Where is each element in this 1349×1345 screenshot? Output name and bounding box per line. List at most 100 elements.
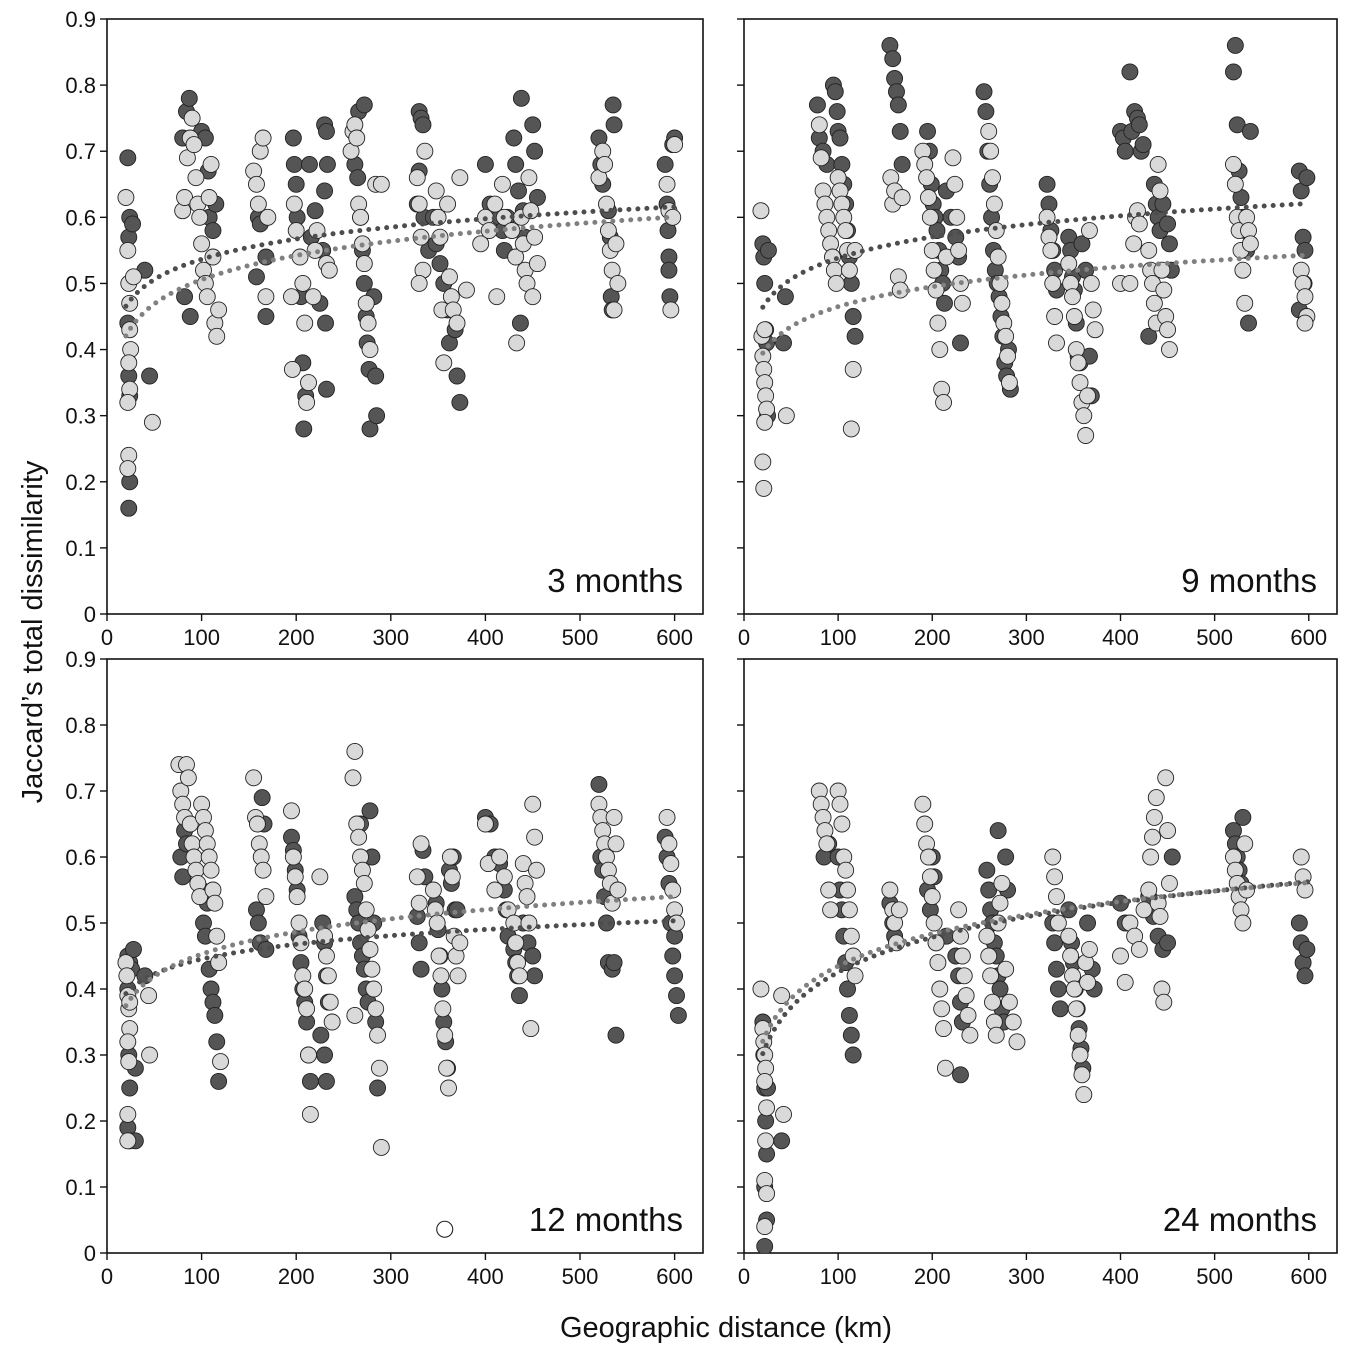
data-point-light xyxy=(283,288,300,306)
x-tick-label: 200 xyxy=(278,625,315,650)
data-point-light xyxy=(372,175,390,193)
data-point-light xyxy=(286,868,304,886)
data-point-light xyxy=(369,1026,387,1044)
data-point-light xyxy=(359,314,377,332)
data-point-light xyxy=(285,195,303,213)
data-point-light xyxy=(361,940,379,958)
data-point-light xyxy=(430,947,448,965)
data-point-light xyxy=(212,1053,229,1071)
data-point-light xyxy=(308,222,326,240)
data-point-light xyxy=(918,169,936,187)
data-point-light xyxy=(355,255,373,273)
data-point-light xyxy=(350,828,368,846)
data-point-light xyxy=(365,980,383,998)
data-point-light xyxy=(1080,222,1098,240)
data-point-dark xyxy=(1046,934,1064,952)
data-point-light xyxy=(254,861,272,879)
data-point-light xyxy=(1151,182,1169,200)
data-point-light xyxy=(1161,874,1178,892)
data-point-dark xyxy=(1073,235,1091,253)
data-point-light xyxy=(658,808,676,826)
data-point-dark xyxy=(257,248,275,266)
data-point-light xyxy=(183,109,201,127)
data-point-light xyxy=(1065,308,1083,325)
data-point-light xyxy=(290,914,308,932)
data-point-light xyxy=(893,189,911,206)
data-point-dark xyxy=(368,407,386,425)
data-point-light xyxy=(528,861,545,879)
data-point-dark xyxy=(1226,36,1244,54)
data-point-light xyxy=(1159,321,1177,339)
data-point-dark xyxy=(1298,940,1316,958)
data-point-light xyxy=(472,235,490,253)
data-point-light xyxy=(923,888,941,906)
data-point-light xyxy=(120,1053,138,1071)
data-point-light xyxy=(929,314,947,332)
data-point-light xyxy=(259,208,277,226)
data-point-dark xyxy=(660,261,678,279)
data-point-light xyxy=(357,294,375,312)
data-point-dark xyxy=(318,122,335,140)
data-point-light xyxy=(991,894,1009,912)
x-tick-label: 0 xyxy=(738,625,750,650)
data-point-light xyxy=(294,274,312,292)
data-point-light xyxy=(245,769,263,787)
data-point-light xyxy=(495,868,513,886)
data-point-dark xyxy=(369,1079,387,1097)
data-point-dark xyxy=(414,116,432,134)
data-point-light xyxy=(210,954,228,972)
data-point-dark xyxy=(844,308,862,325)
data-point-light xyxy=(916,815,934,833)
data-point-dark xyxy=(828,103,846,121)
data-point-dark xyxy=(607,1026,625,1044)
data-point-light xyxy=(927,281,945,299)
data-point-light xyxy=(953,947,971,965)
data-point-light xyxy=(283,360,301,378)
data-point-dark xyxy=(1290,914,1308,932)
data-point-dark xyxy=(1038,175,1056,193)
data-point-light xyxy=(518,888,536,906)
y-tick-label: 0 xyxy=(84,1241,96,1266)
x-tick-label: 200 xyxy=(914,625,951,650)
panel-3: 0 100 200 300 400 500 600 0 0.1 0.2 0.3 0.4 0.5 0.6 0.… xyxy=(65,647,704,1289)
data-point-dark xyxy=(605,116,623,134)
data-point-light xyxy=(1067,1000,1085,1018)
data-point-light xyxy=(202,861,220,879)
data-point-light xyxy=(1157,769,1175,787)
data-point-light xyxy=(140,987,158,1005)
data-point-light xyxy=(837,222,855,240)
y-tick-label: 0.3 xyxy=(65,1043,96,1068)
data-point-light xyxy=(1145,294,1163,312)
data-point-light xyxy=(311,868,329,886)
data-point-light xyxy=(119,460,137,478)
data-point-light xyxy=(1079,387,1097,405)
data-point-light xyxy=(119,1033,137,1051)
data-point-dark xyxy=(206,1006,224,1024)
data-point-light xyxy=(287,222,305,240)
data-point-light xyxy=(929,954,947,972)
data-point-light xyxy=(1080,940,1098,958)
data-point-light xyxy=(1236,294,1254,312)
data-point-dark xyxy=(410,934,428,952)
data-point-dark xyxy=(776,288,794,306)
data-point-light xyxy=(1042,241,1060,259)
x-tick-label: 200 xyxy=(914,1264,951,1289)
data-point-light xyxy=(773,987,791,1005)
data-point-dark xyxy=(318,155,336,173)
data-point-light xyxy=(1147,789,1165,807)
data-layer xyxy=(117,742,687,1156)
data-point-dark xyxy=(997,848,1015,866)
data-point-dark xyxy=(355,96,373,114)
data-point-light xyxy=(1135,901,1153,919)
data-point-light xyxy=(363,960,381,978)
data-point-light xyxy=(777,407,795,425)
data-point-light xyxy=(1044,274,1062,292)
data-point-light xyxy=(810,116,828,134)
data-point-light xyxy=(524,288,542,306)
data-point-light xyxy=(984,169,1001,187)
data-point-light xyxy=(827,274,845,292)
data-point-light xyxy=(119,1132,137,1150)
data-point-dark xyxy=(831,129,849,147)
data-point-dark xyxy=(124,215,141,233)
data-point-light xyxy=(248,815,266,833)
